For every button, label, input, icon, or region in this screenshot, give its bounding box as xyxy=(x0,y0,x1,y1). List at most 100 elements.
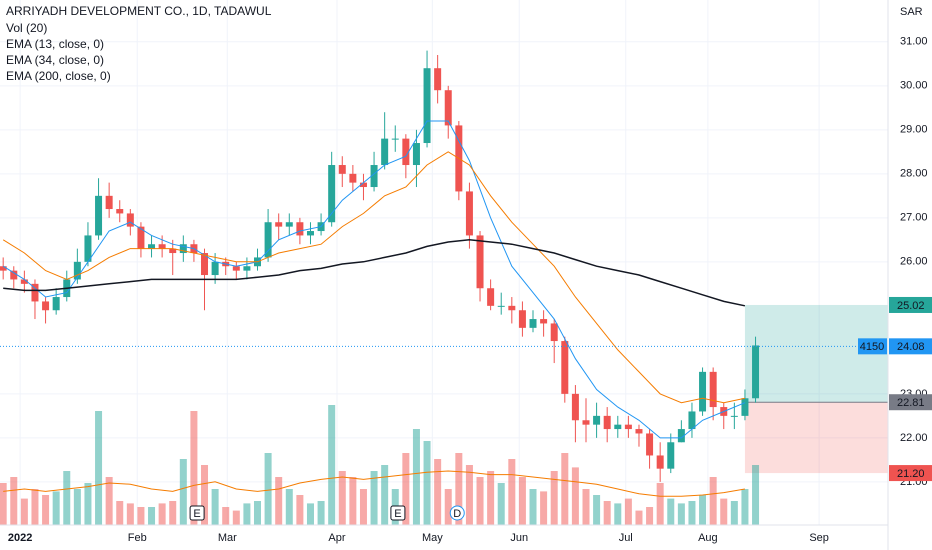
x-tick-label: Jul xyxy=(619,532,633,544)
volume-bar xyxy=(465,465,473,525)
volume-bar xyxy=(752,465,760,525)
price-tag xyxy=(889,296,932,313)
volume-bar xyxy=(635,510,643,525)
candle-body xyxy=(20,279,28,284)
candle-body xyxy=(42,301,50,311)
volume-bar xyxy=(677,503,685,525)
volume-bar xyxy=(73,489,81,525)
volume-bar xyxy=(179,459,187,525)
candle-body xyxy=(158,244,166,249)
legend-item: EMA (13, close, 0) xyxy=(6,37,104,51)
candle-body xyxy=(624,424,632,430)
candle-body xyxy=(95,195,103,236)
volume-bar xyxy=(412,429,420,525)
candle-body xyxy=(603,415,611,430)
candle-body xyxy=(635,429,643,434)
volume-bar xyxy=(328,405,336,525)
volume-bar xyxy=(497,483,505,525)
countdown-label: 4150 xyxy=(860,341,884,353)
candle-body xyxy=(370,165,378,188)
candle-body xyxy=(730,415,738,417)
volume-bar xyxy=(624,498,632,525)
x-tick-label: Feb xyxy=(128,532,147,544)
candle-body xyxy=(540,319,548,324)
volume-bar xyxy=(264,453,272,525)
candle-body xyxy=(264,222,272,258)
candle-body xyxy=(497,305,505,307)
volume-bar xyxy=(529,489,537,525)
volume-bar xyxy=(232,510,240,525)
ema-line xyxy=(2,120,746,439)
volume-bar xyxy=(31,489,39,525)
volume-bar xyxy=(720,498,728,525)
volume-bar xyxy=(222,507,230,525)
volume-bar xyxy=(656,483,664,525)
candle-body xyxy=(201,253,209,276)
candle-body xyxy=(359,182,367,188)
candle-body xyxy=(487,288,495,306)
volume-bar xyxy=(741,489,749,525)
price-tag-label: 21.20 xyxy=(897,468,925,480)
volume-bar xyxy=(381,465,389,525)
volume-bar xyxy=(476,477,484,525)
candle-body xyxy=(423,68,431,144)
candle-body xyxy=(232,266,240,271)
volume-bar xyxy=(614,503,622,525)
legend-item: Vol (20) xyxy=(6,21,47,35)
x-tick-label: Mar xyxy=(218,532,237,544)
candle-body xyxy=(285,222,293,227)
candle-body xyxy=(391,138,399,140)
candle-body xyxy=(243,266,251,271)
price-tag-label: 22.81 xyxy=(897,397,925,409)
volume-bar xyxy=(52,491,60,525)
volume-bar xyxy=(455,453,463,525)
volume-bar xyxy=(508,459,516,525)
candle-body xyxy=(614,424,622,430)
volume-bar xyxy=(211,489,219,525)
y-tick-label: 26.00 xyxy=(900,256,928,268)
grid xyxy=(0,0,888,525)
legend-item: EMA (200, close, 0) xyxy=(6,69,111,83)
candle-body xyxy=(0,266,7,271)
volume-bar xyxy=(338,471,346,525)
volume-bar xyxy=(434,459,442,525)
candle-body xyxy=(349,173,357,183)
event-label: D xyxy=(453,508,461,520)
candle-body xyxy=(529,319,537,328)
event-label: E xyxy=(394,508,401,520)
candle-body xyxy=(476,235,484,289)
candle-body xyxy=(73,261,81,280)
y-tick-label: 28.00 xyxy=(900,168,928,180)
candle-body xyxy=(381,138,389,166)
candle-body xyxy=(741,398,749,416)
volume-bar xyxy=(540,491,548,525)
volume-bar xyxy=(306,503,314,525)
volume-bar xyxy=(688,501,696,525)
candle-body xyxy=(10,270,18,280)
volume-bar xyxy=(444,489,452,525)
volume-bar xyxy=(646,507,654,525)
candle-body xyxy=(306,231,314,236)
candle-body xyxy=(179,244,187,254)
volume-bar xyxy=(10,477,18,525)
volume-bar xyxy=(317,501,325,525)
y-tick-label: 31.00 xyxy=(900,36,928,48)
volume-bar xyxy=(253,501,261,525)
volume-bar xyxy=(487,471,495,525)
candle-body xyxy=(126,213,134,227)
candle-body xyxy=(296,222,304,236)
candle-body xyxy=(656,455,664,469)
candle-body xyxy=(752,345,760,399)
volume-bar xyxy=(126,503,134,525)
event-label: E xyxy=(193,508,200,520)
x-tick-label: 2022 xyxy=(8,532,32,544)
volume-bar xyxy=(550,471,558,525)
candle-body xyxy=(709,371,717,408)
candle-body xyxy=(677,429,685,443)
volume-bar xyxy=(275,477,283,525)
price-tag xyxy=(889,338,932,355)
candle-body xyxy=(571,393,579,421)
y-tick-label: 22.00 xyxy=(900,432,928,444)
